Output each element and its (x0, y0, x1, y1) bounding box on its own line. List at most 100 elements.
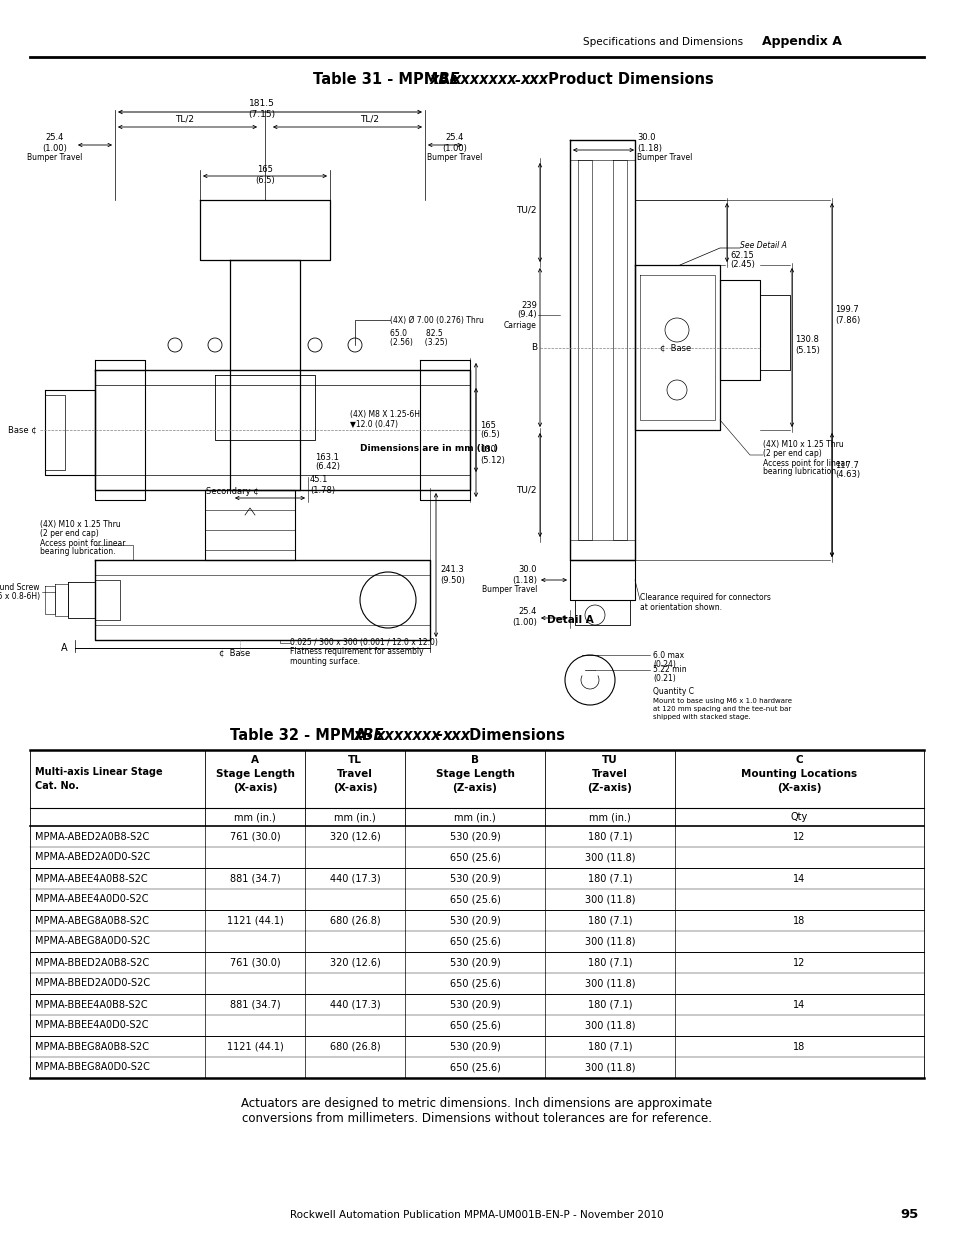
Text: 163.1: 163.1 (314, 452, 338, 462)
Text: TU: TU (601, 755, 618, 764)
Text: 300 (11.8): 300 (11.8) (584, 1020, 635, 1030)
Text: Stage Length: Stage Length (436, 769, 514, 779)
Text: 6.0 max: 6.0 max (652, 651, 683, 659)
Text: 761 (30.0): 761 (30.0) (230, 831, 280, 841)
Text: (1.18): (1.18) (637, 143, 661, 152)
Text: MPMA-BBEE4A0D0-S2C: MPMA-BBEE4A0D0-S2C (35, 1020, 149, 1030)
Text: mm (in.): mm (in.) (454, 811, 496, 823)
Text: (9.4): (9.4) (517, 310, 537, 320)
Text: xxxxxxx: xxxxxxx (375, 727, 441, 742)
Text: Secondary ¢: Secondary ¢ (206, 488, 258, 496)
Text: MPMA-BBEG8A0B8-S2C: MPMA-BBEG8A0B8-S2C (35, 1041, 149, 1051)
Text: 650 (25.6): 650 (25.6) (449, 936, 500, 946)
Text: MPMA-BBED2A0B8-S2C: MPMA-BBED2A0B8-S2C (35, 957, 149, 967)
Text: (7.86): (7.86) (834, 315, 860, 325)
Text: Dimensions are in mm (in.): Dimensions are in mm (in.) (359, 443, 497, 452)
Text: (4X) M10 x 1.25 Thru: (4X) M10 x 1.25 Thru (40, 520, 121, 530)
Text: ¢  Base: ¢ Base (219, 648, 251, 657)
Text: Bumper Travel: Bumper Travel (28, 153, 83, 163)
Text: Quantity C: Quantity C (652, 688, 693, 697)
Text: 65.0        82.5: 65.0 82.5 (390, 329, 442, 337)
Text: xxx: xxx (520, 73, 549, 88)
Text: A: A (251, 755, 258, 764)
Text: 25.4: 25.4 (46, 133, 64, 142)
Text: 300 (11.8): 300 (11.8) (584, 1062, 635, 1072)
Text: Detail A: Detail A (546, 615, 593, 625)
Text: 18: 18 (793, 915, 804, 925)
Text: Product Dimensions: Product Dimensions (542, 73, 713, 88)
Text: (9.50): (9.50) (439, 576, 464, 584)
Text: bearing lubrication.: bearing lubrication. (762, 468, 838, 477)
Text: xBE: xBE (354, 727, 384, 742)
Text: Rockwell Automation Publication MPMA-UM001B-EN-P - November 2010: Rockwell Automation Publication MPMA-UM0… (290, 1210, 663, 1220)
Text: 62.15: 62.15 (729, 251, 753, 259)
Text: Multi-axis Linear Stage: Multi-axis Linear Stage (35, 767, 162, 777)
Text: mm (in.): mm (in.) (334, 811, 375, 823)
Text: 761 (30.0): 761 (30.0) (230, 957, 280, 967)
Text: Specifications and Dimensions: Specifications and Dimensions (582, 37, 742, 47)
Text: 300 (11.8): 300 (11.8) (584, 852, 635, 862)
Text: 320 (12.6): 320 (12.6) (330, 957, 380, 967)
Text: MPMA-ABED2A0B8-S2C: MPMA-ABED2A0B8-S2C (35, 831, 149, 841)
Text: 530 (20.9): 530 (20.9) (449, 915, 500, 925)
Text: (0.24): (0.24) (652, 659, 675, 668)
Text: -: - (515, 73, 520, 88)
Text: (6.5): (6.5) (479, 431, 499, 440)
Text: (2.56)     (3.25): (2.56) (3.25) (390, 338, 447, 347)
Text: Cat. No.: Cat. No. (35, 781, 79, 790)
Text: bearing lubrication.: bearing lubrication. (40, 547, 115, 557)
Text: Stage Length: Stage Length (215, 769, 294, 779)
Text: Mounting Locations: Mounting Locations (740, 769, 857, 779)
Text: See Detail A: See Detail A (740, 241, 786, 249)
Text: Bumper Travel: Bumper Travel (427, 153, 482, 163)
Text: 440 (17.3): 440 (17.3) (330, 999, 380, 1009)
Text: Table 32 - MPMA-: Table 32 - MPMA- (230, 727, 373, 742)
Text: 530 (20.9): 530 (20.9) (449, 1041, 500, 1051)
Text: (Z-axis): (Z-axis) (452, 783, 497, 793)
Text: mm (in.): mm (in.) (233, 811, 275, 823)
Text: Access point for linear: Access point for linear (40, 538, 126, 547)
Text: 12: 12 (793, 957, 805, 967)
Text: Mount to base using M6 x 1.0 hardware: Mount to base using M6 x 1.0 hardware (652, 698, 791, 704)
Text: xxx: xxx (442, 727, 471, 742)
Text: TL/2: TL/2 (175, 115, 194, 124)
Text: 165: 165 (479, 420, 496, 430)
Text: 25.4: 25.4 (445, 133, 464, 142)
Text: Ground Screw: Ground Screw (0, 583, 40, 593)
Text: Clearance required for connectors: Clearance required for connectors (639, 594, 770, 603)
Text: (6.42): (6.42) (314, 462, 339, 472)
Text: MPMA-ABEG8A0B8-S2C: MPMA-ABEG8A0B8-S2C (35, 915, 149, 925)
Text: Appendix A: Appendix A (761, 36, 841, 48)
Text: 5.22 min: 5.22 min (652, 666, 686, 674)
Text: 14: 14 (793, 999, 804, 1009)
Text: 12: 12 (793, 831, 805, 841)
Text: (2 per end cap): (2 per end cap) (40, 530, 99, 538)
Text: 180 (7.1): 180 (7.1) (587, 873, 632, 883)
Text: (1.78): (1.78) (310, 485, 335, 494)
Text: at 120 mm spacing and the tee-nut bar: at 120 mm spacing and the tee-nut bar (652, 706, 790, 713)
Text: (1.00): (1.00) (512, 618, 537, 626)
Text: Flatness requirement for assembly: Flatness requirement for assembly (290, 647, 423, 657)
Text: B: B (530, 343, 537, 352)
Text: 180 (7.1): 180 (7.1) (587, 831, 632, 841)
Text: MPMA-ABEE4A0B8-S2C: MPMA-ABEE4A0B8-S2C (35, 873, 148, 883)
Text: 650 (25.6): 650 (25.6) (449, 1020, 500, 1030)
Text: 1121 (44.1): 1121 (44.1) (227, 1041, 283, 1051)
Text: mm (in.): mm (in.) (589, 811, 630, 823)
Text: (X-axis): (X-axis) (777, 783, 821, 793)
Text: (4X) M10 x 1.25 Thru: (4X) M10 x 1.25 Thru (762, 441, 842, 450)
Text: MPMA-BBEG8A0D0-S2C: MPMA-BBEG8A0D0-S2C (35, 1062, 150, 1072)
Text: 241.3: 241.3 (439, 566, 463, 574)
Text: ▼12.0 (0.47): ▼12.0 (0.47) (350, 420, 397, 429)
Text: at orientation shown.: at orientation shown. (639, 604, 721, 613)
Text: 30.0: 30.0 (518, 566, 537, 574)
Text: Table 31 - MPMA-: Table 31 - MPMA- (313, 73, 456, 88)
Text: 45.1: 45.1 (310, 475, 328, 484)
Text: (7.15): (7.15) (248, 110, 275, 119)
Text: B: B (471, 755, 478, 764)
Text: mounting surface.: mounting surface. (290, 657, 359, 666)
Text: Actuators are designed to metric dimensions. Inch dimensions are approximate: Actuators are designed to metric dimensi… (241, 1097, 712, 1109)
Text: (0.21): (0.21) (652, 674, 675, 683)
Text: 117.7: 117.7 (834, 461, 858, 469)
Text: TU/2: TU/2 (516, 485, 537, 494)
